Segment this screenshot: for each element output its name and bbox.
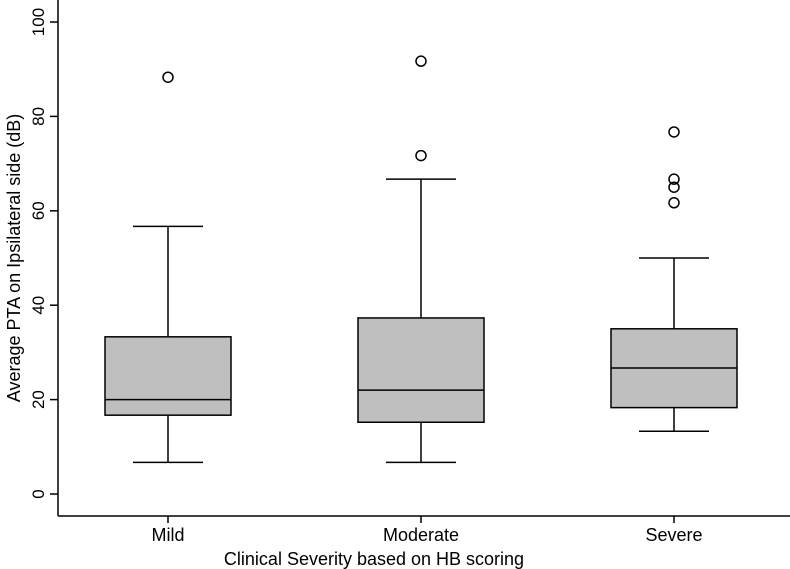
y-tick-label: 0	[29, 489, 48, 498]
iqr-box	[357, 317, 485, 424]
outlier-point	[415, 149, 427, 162]
iqr-box	[104, 336, 232, 416]
outlier-point	[668, 181, 680, 193]
y-axis-title: Average PTA on Ipsilateral side (dB)	[4, 114, 24, 402]
y-tick-label: 100	[29, 8, 48, 36]
x-axis-ticks: Mild Moderate Severe	[151, 516, 703, 545]
y-tick-label: 80	[29, 107, 48, 126]
outlier-point	[668, 173, 680, 185]
outlier-point	[668, 197, 680, 209]
y-tick-label: 60	[29, 201, 48, 220]
x-tick-label: Severe	[645, 525, 702, 545]
y-axis-ticks: 0 20 40 60 80 100	[29, 8, 58, 499]
outlier-point	[668, 126, 680, 138]
y-tick-label: 20	[29, 390, 48, 409]
x-axis-title: Clinical Severity based on HB scoring	[224, 549, 524, 569]
y-tick-label: 40	[29, 296, 48, 315]
x-tick-label: Moderate	[383, 525, 459, 545]
box-groups	[104, 55, 738, 464]
box-group-mild	[104, 71, 232, 464]
outlier-point	[415, 55, 427, 67]
outlier-point	[162, 71, 174, 83]
box-group-severe	[610, 126, 738, 432]
x-tick-label: Mild	[151, 525, 184, 545]
box-group-moderate	[357, 55, 485, 464]
